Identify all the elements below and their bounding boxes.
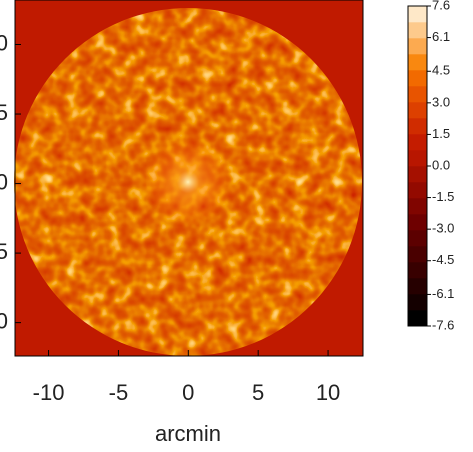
colorbar-band — [408, 246, 427, 263]
colorbar-tick-label: 3.0 — [432, 94, 450, 109]
x-tick-label: 5 — [252, 380, 264, 405]
colorbar-band — [408, 118, 427, 135]
y-tick-label: -10 — [0, 308, 8, 333]
colorbar-tick-label: -3.0 — [432, 221, 454, 236]
colorbar-band — [408, 54, 427, 71]
x-tick-label: -5 — [109, 380, 129, 405]
colorbar-tick-label: 7.6 — [432, 0, 450, 12]
colorbar-band — [408, 86, 427, 103]
colorbar-tick-label: -7.6 — [432, 317, 454, 332]
colorbar-band — [408, 262, 427, 279]
colorbar-band — [408, 70, 427, 87]
colorbar-tick-label: 6.1 — [432, 29, 450, 44]
x-tick-label: 10 — [316, 380, 340, 405]
colorbar-tick-label: 1.5 — [432, 126, 450, 141]
colorbar-tick-label: 4.5 — [432, 63, 450, 78]
colorbar-band — [408, 294, 427, 311]
central-source — [143, 137, 233, 227]
y-tick-label: 10 — [0, 30, 8, 55]
colorbar-tick-label: -4.5 — [432, 252, 454, 267]
colorbar-band — [408, 150, 427, 167]
colorbar-band — [408, 278, 427, 295]
plot-frame — [14, 0, 364, 357]
colorbar-band — [408, 230, 427, 247]
colorbar-band — [408, 310, 427, 327]
colorbar-tick-label: -6.1 — [432, 286, 454, 301]
colorbar-band — [408, 6, 427, 23]
colorbar-tick-label: 0.0 — [432, 157, 450, 172]
colorbar-band — [408, 182, 427, 199]
y-tick-label: -5 — [0, 239, 8, 264]
x-tick-label: 0 — [182, 380, 194, 405]
colorbar-band — [408, 38, 427, 55]
colorbar-tick-label: -1.5 — [432, 189, 454, 204]
colorbar-band — [408, 214, 427, 231]
x-axis-label: arcmin — [155, 421, 221, 446]
map-field — [14, 8, 362, 356]
colorbar-band — [408, 134, 427, 151]
colorbar-band — [408, 102, 427, 119]
y-tick-label: 5 — [0, 100, 8, 125]
colorbar-band — [408, 22, 427, 39]
y-tick-label: 0 — [0, 169, 8, 194]
colorbar-band — [408, 198, 427, 215]
colorbar-band — [408, 166, 427, 183]
x-tick-label: -10 — [33, 380, 65, 405]
